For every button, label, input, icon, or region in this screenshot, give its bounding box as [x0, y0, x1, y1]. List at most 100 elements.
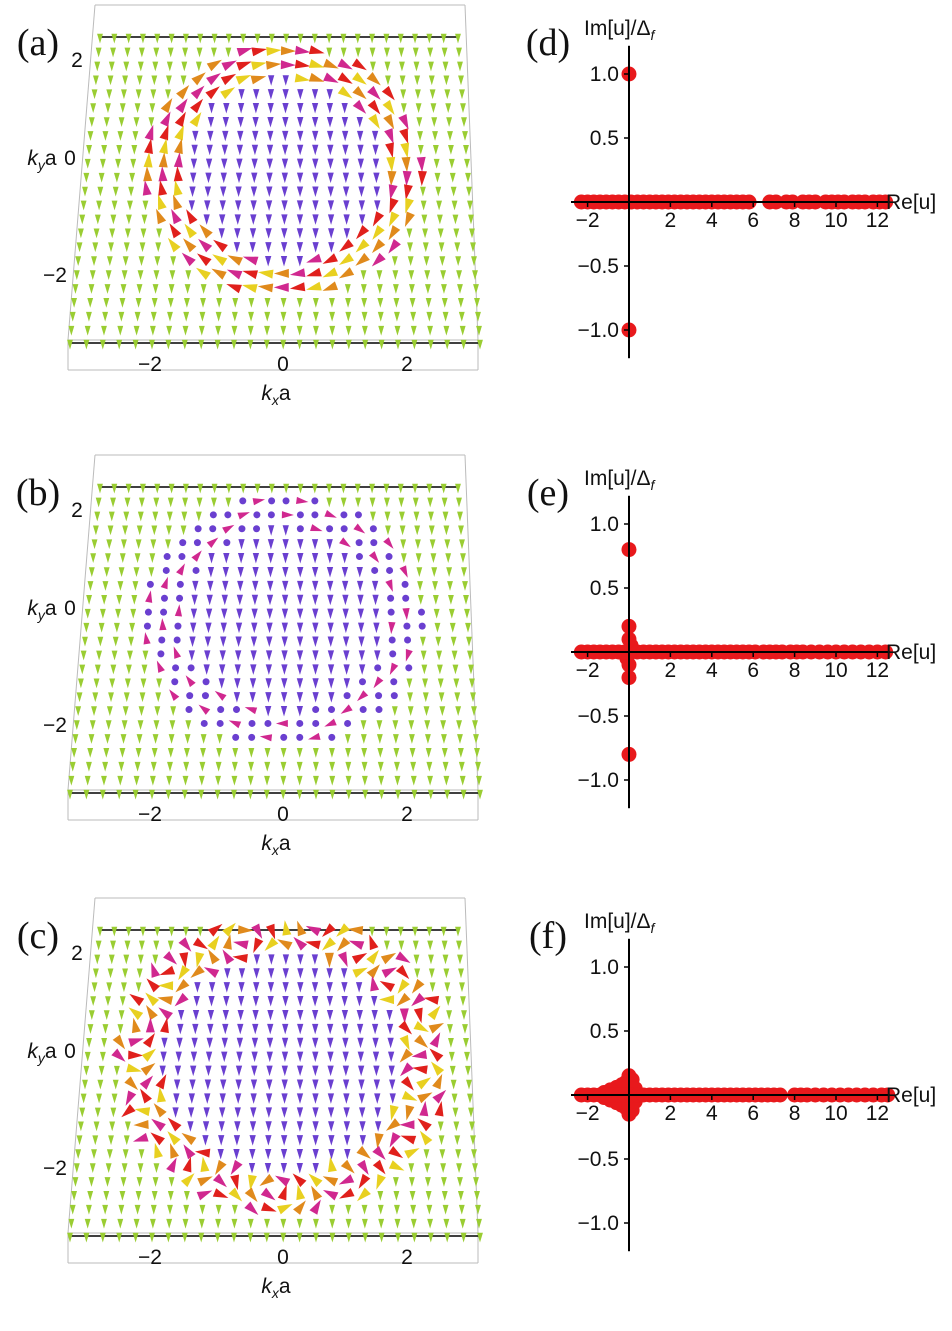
outer-arrow	[443, 325, 450, 336]
inner-arrow	[220, 1065, 227, 1077]
inner-arrow	[265, 256, 272, 267]
outer-arrow	[123, 692, 130, 703]
outer-arrow	[432, 131, 438, 141]
outer-arrow	[105, 1163, 112, 1173]
outer-arrow	[296, 775, 303, 786]
inner-arrow	[235, 636, 242, 647]
outer-arrow	[68, 1218, 75, 1229]
outer-arrow	[413, 954, 420, 965]
outer-arrow	[406, 678, 413, 689]
inner-arrow	[266, 1037, 274, 1049]
boundary-arrow	[339, 1188, 355, 1199]
outer-arrow	[377, 298, 384, 308]
boundary-arrow	[244, 1187, 258, 1203]
outer-arrow	[384, 61, 391, 72]
inner-arrow	[297, 982, 304, 993]
inner-arrow	[280, 1162, 288, 1174]
outer-arrow	[232, 748, 239, 758]
boundary-arrow	[339, 537, 351, 548]
inner-arrow	[356, 130, 364, 142]
outer-arrow	[127, 200, 133, 211]
boundary-arrow	[146, 1004, 158, 1021]
outer-arrow	[311, 33, 318, 44]
outer-arrow	[108, 1135, 114, 1146]
outer-arrow	[119, 748, 126, 758]
outer-arrow	[280, 748, 287, 758]
outer-arrow	[425, 1191, 432, 1201]
boundary-arrow	[197, 1176, 213, 1187]
outer-arrow	[397, 483, 404, 494]
outer-arrow	[417, 595, 424, 605]
inner-arrow	[251, 158, 258, 170]
outer-arrow	[153, 270, 160, 280]
outer-arrow	[198, 789, 205, 800]
outer-arrow	[400, 539, 407, 550]
outer-arrow	[280, 1232, 287, 1243]
inner-arrow	[251, 172, 258, 184]
boundary-arrow	[153, 1103, 167, 1118]
outer-arrow	[460, 103, 466, 114]
outer-arrow	[122, 968, 129, 979]
outer-arrow	[155, 692, 162, 703]
outer-arrow	[93, 228, 100, 239]
outer-arrow	[280, 761, 287, 772]
outer-arrow	[377, 311, 384, 322]
outer-arrow	[152, 511, 159, 522]
inner-arrow	[252, 1023, 259, 1035]
outer-arrow	[409, 1191, 416, 1201]
boundary-arrow	[338, 253, 354, 265]
outer-arrow	[142, 650, 149, 661]
boundary-arrow	[380, 952, 397, 965]
boundary-arrow	[419, 1100, 429, 1117]
outer-arrow	[154, 926, 161, 937]
boundary-arrow	[230, 1159, 243, 1175]
outer-arrow	[411, 789, 418, 800]
inner-arrow	[326, 968, 333, 979]
y-tick-label: −0.5	[578, 705, 619, 728]
outer-arrow	[461, 117, 467, 127]
boundary-arrow	[398, 114, 409, 130]
inner-arrow	[296, 1135, 304, 1146]
boundary-arrow	[308, 59, 325, 68]
outer-arrow	[181, 789, 188, 800]
outer-arrow	[442, 954, 449, 965]
inner-arrow	[373, 1079, 380, 1090]
boundary-arrow	[251, 47, 268, 57]
outer-arrow	[125, 664, 132, 675]
boundary-arrow	[357, 690, 369, 702]
inner-arrow	[281, 1121, 288, 1132]
outer-arrow	[264, 325, 270, 336]
outer-arrow	[457, 1177, 463, 1187]
boundary-arrow	[159, 965, 176, 976]
boundary-arrow	[250, 75, 267, 85]
boundary-arrow	[260, 1187, 276, 1201]
outer-arrow	[102, 131, 109, 141]
outer-arrow	[345, 311, 352, 322]
inner-arrow	[265, 692, 272, 703]
outer-arrow	[395, 1232, 401, 1243]
boundary-dot	[370, 539, 378, 547]
boundary-arrow	[293, 1200, 306, 1215]
outer-arrow	[361, 761, 368, 772]
outer-arrow	[92, 968, 99, 979]
outer-arrow	[107, 75, 114, 86]
outer-arrow	[297, 33, 304, 44]
outer-arrow	[296, 789, 303, 800]
inner-arrow	[327, 144, 334, 156]
outer-arrow	[409, 298, 416, 308]
outer-arrow	[135, 89, 142, 100]
outer-arrow	[443, 775, 450, 786]
outer-arrow	[344, 734, 351, 744]
inner-arrow	[327, 622, 334, 634]
outer-arrow	[131, 595, 138, 605]
boundary-arrow	[417, 1092, 433, 1104]
panel-label: (e)	[527, 472, 569, 514]
boundary-arrow	[194, 1148, 211, 1158]
boundary-arrow	[273, 282, 289, 292]
outer-arrow	[461, 567, 467, 577]
boundary-arrow	[174, 992, 189, 1007]
x-axis-title-rest: a	[279, 382, 291, 405]
outer-arrow	[459, 539, 465, 550]
